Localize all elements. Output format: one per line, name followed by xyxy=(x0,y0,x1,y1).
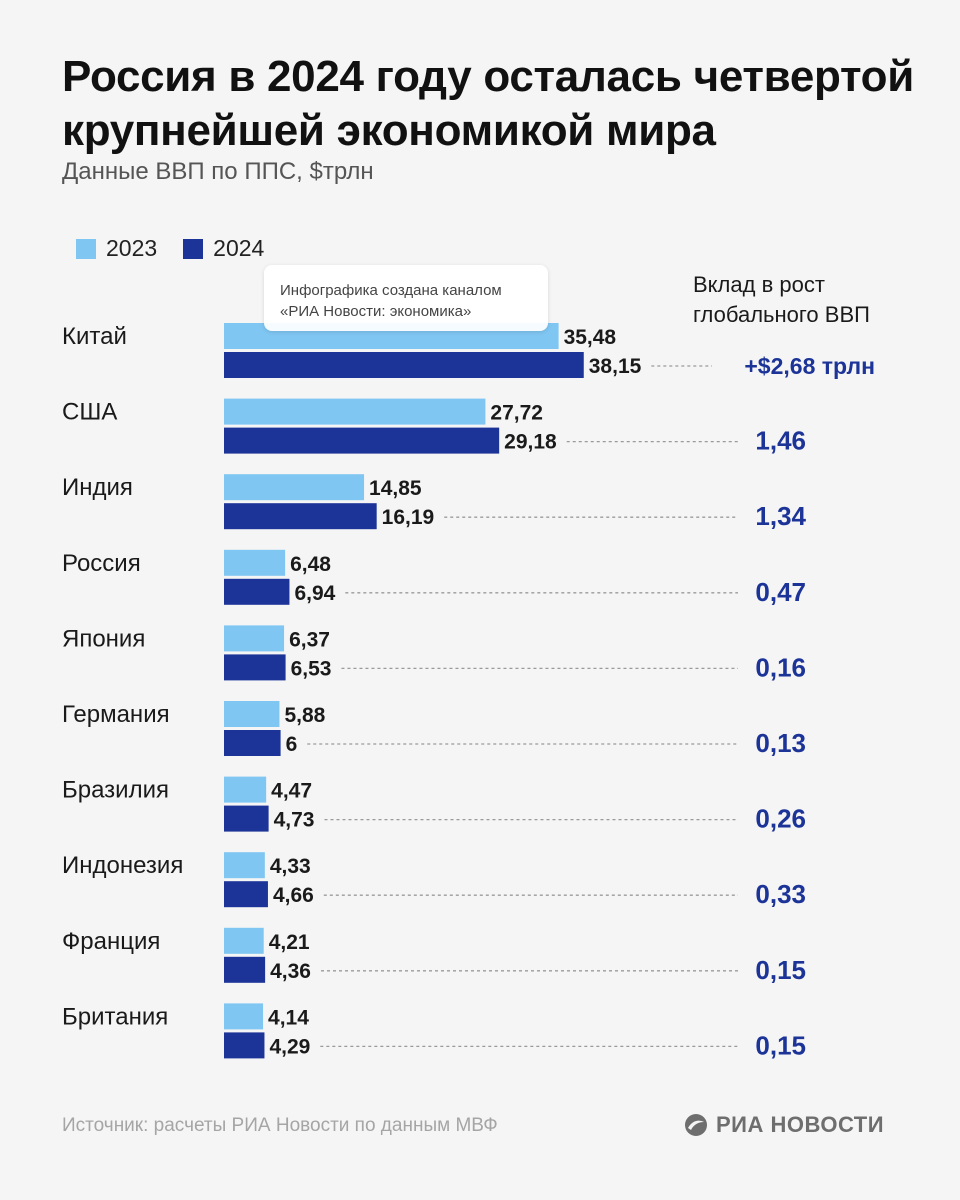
data-label-2024: 4,29 xyxy=(269,1035,310,1058)
category-label: Британия xyxy=(62,1003,168,1030)
data-label-2024: 4,66 xyxy=(273,884,314,907)
data-label-2023: 4,33 xyxy=(270,855,311,878)
data-label-2024: 6 xyxy=(286,733,298,756)
bar-2023 xyxy=(224,625,285,652)
data-label-2023: 5,88 xyxy=(284,704,325,727)
legend-item-2023: 2023 xyxy=(76,235,157,262)
contribution-value: 0,16 xyxy=(755,652,806,682)
contribution-value: 0,13 xyxy=(755,728,806,758)
data-label-2023: 35,48 xyxy=(564,326,617,349)
bar-2023 xyxy=(224,776,267,803)
category-label: Китай xyxy=(62,323,127,350)
category-label: Россия xyxy=(62,550,141,577)
bar-2023 xyxy=(224,474,365,501)
bar-2023 xyxy=(224,549,286,576)
bar-2023 xyxy=(224,927,264,954)
category-label: Франция xyxy=(62,928,160,955)
bar-2023 xyxy=(224,852,265,879)
bar-2023 xyxy=(224,398,486,425)
data-label-2023: 27,72 xyxy=(490,402,543,425)
contribution-value: 0,26 xyxy=(755,804,806,834)
data-label-2023: 6,37 xyxy=(289,628,330,651)
contribution-value: 1,46 xyxy=(755,426,806,456)
watermark-note: Инфографика создана каналом «РИА Новости… xyxy=(264,265,548,331)
contribution-value: 0,47 xyxy=(755,577,806,607)
contribution-value: +$2,68 трлн xyxy=(744,353,875,379)
category-label: Индонезия xyxy=(62,852,183,879)
data-label-2023: 6,48 xyxy=(290,553,331,576)
bar-2023 xyxy=(224,1003,264,1030)
data-label-2024: 16,19 xyxy=(382,506,435,529)
contribution-header-line2: глобального ВВП xyxy=(693,302,870,327)
data-label-2023: 4,47 xyxy=(271,780,312,803)
ria-logo-text: РИА НОВОСТИ xyxy=(716,1112,885,1137)
contribution-header: Вклад в рост глобального ВВП xyxy=(693,270,870,330)
contribution-value: 0,15 xyxy=(755,1030,806,1060)
contribution-value: 0,15 xyxy=(755,955,806,985)
contribution-header-line1: Вклад в рост xyxy=(693,272,825,297)
category-label: Япония xyxy=(62,625,145,652)
chart-title: Россия в 2024 году осталась четвертой кр… xyxy=(62,52,914,155)
data-label-2024: 6,94 xyxy=(294,582,335,605)
watermark-line2: «РИА Новости: экономика» xyxy=(280,303,472,320)
watermark-line1: Инфографика создана каналом xyxy=(280,282,502,299)
bar-2024 xyxy=(224,730,281,756)
contribution-value: 1,34 xyxy=(755,501,806,531)
legend-swatch-2023 xyxy=(76,238,96,259)
category-label: Индия xyxy=(62,474,133,501)
contribution-value: 0,33 xyxy=(755,879,806,909)
bar-2024 xyxy=(224,805,269,832)
bar-2024 xyxy=(224,654,286,681)
bar-2024 xyxy=(224,427,500,454)
bar-2024 xyxy=(224,956,266,983)
bar-2024 xyxy=(224,352,584,378)
data-label-2023: 4,21 xyxy=(269,931,310,954)
category-label: США xyxy=(62,399,117,426)
legend-item-2024: 2024 xyxy=(183,235,264,262)
data-label-2023: 4,14 xyxy=(268,1006,309,1029)
chart-subtitle: Данные ВВП по ППС, $трлн xyxy=(62,158,374,185)
legend: 2023 2024 xyxy=(76,235,290,262)
legend-swatch-2024 xyxy=(183,238,204,259)
data-label-2024: 38,15 xyxy=(589,355,642,378)
data-label-2024: 4,36 xyxy=(270,960,311,983)
data-label-2023: 14,85 xyxy=(369,477,422,500)
ria-logo-icon xyxy=(685,1114,707,1136)
source-note: Источник: расчеты РИА Новости по данным … xyxy=(62,1115,498,1136)
category-label: Германия xyxy=(62,701,170,728)
bar-2023 xyxy=(224,701,280,727)
bar-2024 xyxy=(224,1032,265,1059)
bar-2024 xyxy=(224,881,268,908)
data-label-2024: 6,53 xyxy=(291,657,332,680)
ria-logo: РИА НОВОСТИ xyxy=(684,1112,884,1138)
data-label-2024: 4,73 xyxy=(274,809,315,832)
data-label-2024: 29,18 xyxy=(504,431,557,454)
bar-2024 xyxy=(224,503,377,530)
legend-label-2023: 2023 xyxy=(106,235,158,261)
category-label: Бразилия xyxy=(62,777,169,804)
legend-label-2024: 2024 xyxy=(213,235,265,261)
bar-2024 xyxy=(224,578,290,605)
